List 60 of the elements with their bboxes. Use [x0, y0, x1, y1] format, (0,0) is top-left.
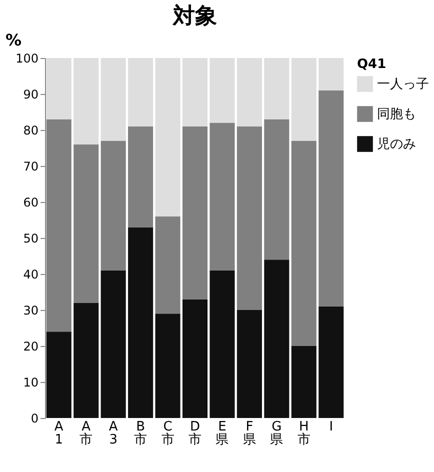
- x-tick-label: B市: [134, 420, 148, 448]
- bar: [291, 58, 316, 141]
- bar: [236, 58, 262, 126]
- bar: [182, 58, 208, 126]
- bar: [128, 126, 154, 228]
- bar: [155, 314, 180, 418]
- y-tick-label: 0: [30, 412, 38, 426]
- y-tick-label: 40: [23, 268, 38, 282]
- bar: [155, 58, 180, 216]
- bar: [128, 227, 154, 418]
- x-tick-label: F県: [242, 420, 256, 448]
- bar: [236, 310, 262, 418]
- bar: [182, 299, 208, 418]
- bar: [264, 260, 290, 418]
- bar: [100, 270, 126, 418]
- bar: [318, 58, 344, 90]
- bar: [264, 119, 290, 260]
- bar: [182, 126, 208, 300]
- legend-label: 一人っ子: [377, 77, 429, 92]
- y-tick-label: 70: [23, 160, 38, 174]
- bar: [210, 58, 235, 123]
- x-tick-label: I: [329, 420, 334, 434]
- y-tick-label: 90: [23, 88, 38, 102]
- y-tick-label: 80: [23, 124, 38, 138]
- y-tick-label: 60: [23, 196, 38, 210]
- x-tick-label: H市: [297, 420, 310, 448]
- bar: [100, 58, 126, 141]
- bar: [210, 270, 235, 418]
- bar: [210, 122, 235, 270]
- y-tick-label: 10: [23, 376, 38, 390]
- legend-title: Q41: [357, 57, 386, 72]
- bar: [291, 346, 316, 418]
- bar: [46, 332, 72, 418]
- bar: [46, 58, 72, 120]
- bar: [74, 144, 99, 303]
- y-tick-label: 100: [16, 52, 38, 66]
- x-tick-label: A3: [108, 420, 118, 448]
- legend-label: 児のみ: [377, 137, 416, 152]
- chart-title: 対象: [172, 3, 217, 29]
- bar: [74, 302, 99, 418]
- x-tick-label: A1: [54, 420, 64, 448]
- x-tick-label: E県: [216, 420, 229, 448]
- bar: [264, 58, 290, 120]
- legend-label: 同胞も: [377, 107, 416, 122]
- x-tick-label: C市: [161, 420, 174, 448]
- bar: [291, 140, 316, 346]
- bar: [100, 140, 126, 270]
- y-tick-label: 20: [23, 340, 38, 354]
- y-tick-label: 50: [23, 232, 38, 246]
- y-tick-label: 30: [23, 304, 38, 318]
- bar: [318, 306, 344, 418]
- bar: [318, 90, 344, 306]
- bar: [155, 216, 180, 314]
- bar: [74, 58, 99, 144]
- x-tick-label: G県: [270, 420, 284, 448]
- bar: [236, 126, 262, 310]
- x-tick-label: D市: [188, 420, 202, 448]
- x-tick-label: A市: [80, 420, 93, 448]
- y-axis-title: %: [6, 30, 22, 50]
- bar: [128, 58, 154, 126]
